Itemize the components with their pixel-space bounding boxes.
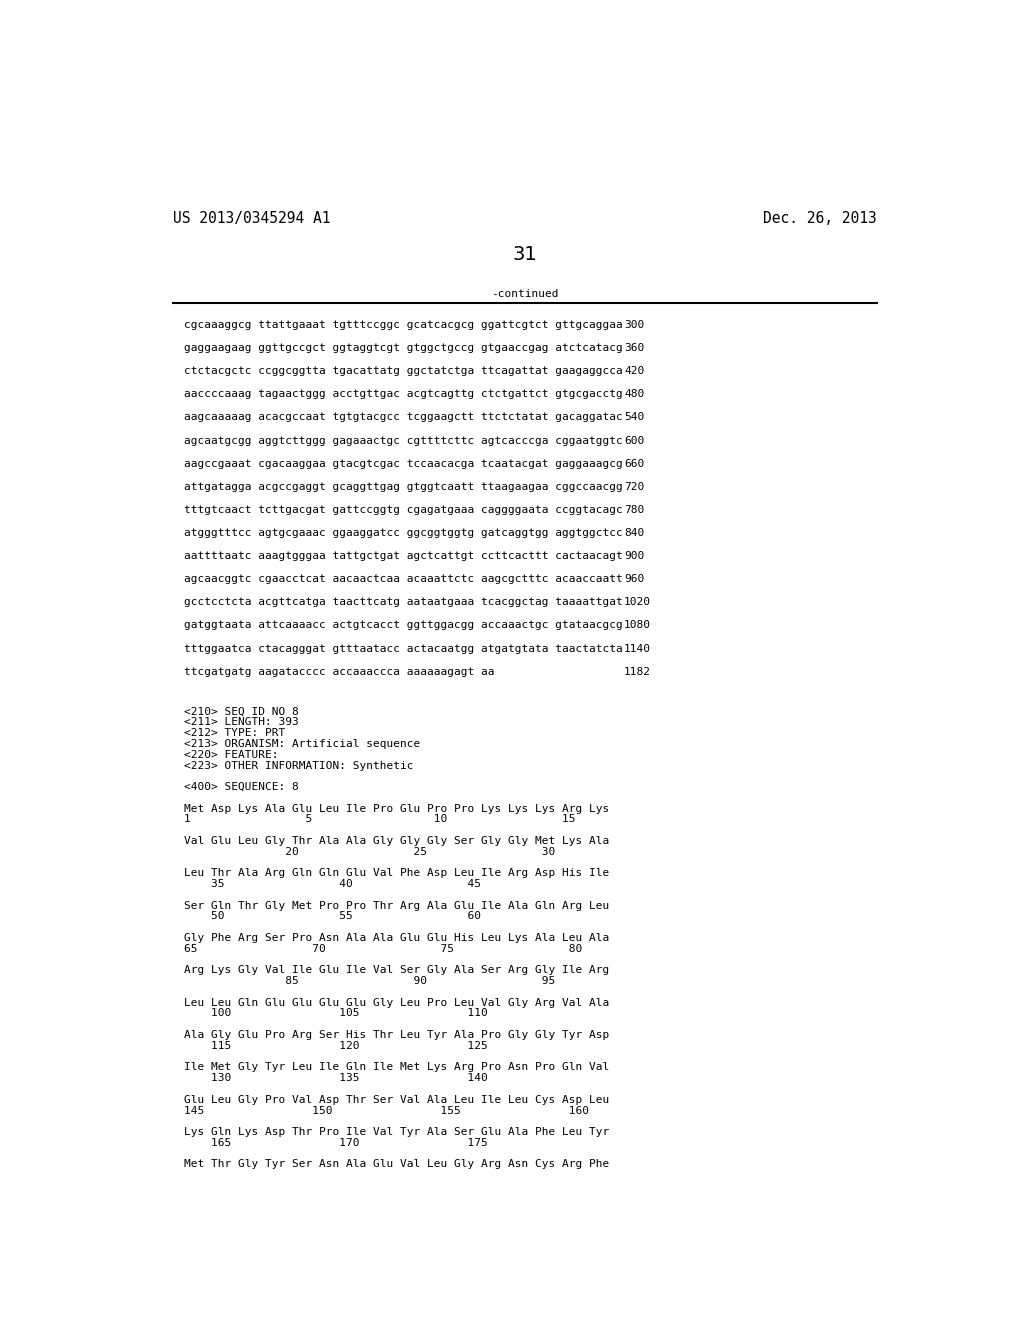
- Text: US 2013/0345294 A1: US 2013/0345294 A1: [173, 211, 331, 226]
- Text: aagccgaaat cgacaaggaa gtacgtcgac tccaacacga tcaatacgat gaggaaagcg: aagccgaaat cgacaaggaa gtacgtcgac tccaaca…: [183, 459, 623, 469]
- Text: 50                 55                 60: 50 55 60: [183, 911, 481, 921]
- Text: attgatagga acgccgaggt gcaggttgag gtggtcaatt ttaagaagaa cggccaacgg: attgatagga acgccgaggt gcaggttgag gtggtca…: [183, 482, 623, 492]
- Text: 145                150                155                160: 145 150 155 160: [183, 1106, 589, 1115]
- Text: 35                 40                 45: 35 40 45: [183, 879, 481, 890]
- Text: 31: 31: [512, 244, 538, 264]
- Text: Met Asp Lys Ala Glu Leu Ile Pro Glu Pro Pro Lys Lys Lys Arg Lys: Met Asp Lys Ala Glu Leu Ile Pro Glu Pro …: [183, 804, 609, 813]
- Text: <220> FEATURE:: <220> FEATURE:: [183, 750, 279, 760]
- Text: aagcaaaaag acacgccaat tgtgtacgcc tcggaagctt ttctctatat gacaggatac: aagcaaaaag acacgccaat tgtgtacgcc tcggaag…: [183, 412, 623, 422]
- Text: agcaacggtc cgaacctcat aacaactcaa acaaattctc aagcgctttc acaaccaatt: agcaacggtc cgaacctcat aacaactcaa acaaatt…: [183, 574, 623, 585]
- Text: 600: 600: [624, 436, 644, 446]
- Text: 85                 90                 95: 85 90 95: [183, 977, 555, 986]
- Text: 1020: 1020: [624, 598, 651, 607]
- Text: 480: 480: [624, 389, 644, 400]
- Text: Gly Phe Arg Ser Pro Asn Ala Ala Glu Glu His Leu Lys Ala Leu Ala: Gly Phe Arg Ser Pro Asn Ala Ala Glu Glu …: [183, 933, 609, 942]
- Text: <211> LENGTH: 393: <211> LENGTH: 393: [183, 718, 299, 727]
- Text: Met Thr Gly Tyr Ser Asn Ala Glu Val Leu Gly Arg Asn Cys Arg Phe: Met Thr Gly Tyr Ser Asn Ala Glu Val Leu …: [183, 1159, 609, 1170]
- Text: <213> ORGANISM: Artificial sequence: <213> ORGANISM: Artificial sequence: [183, 739, 420, 748]
- Text: <210> SEQ ID NO 8: <210> SEQ ID NO 8: [183, 706, 299, 717]
- Text: aattttaatc aaagtgggaa tattgctgat agctcattgt ccttcacttt cactaacagt: aattttaatc aaagtgggaa tattgctgat agctcat…: [183, 552, 623, 561]
- Text: 840: 840: [624, 528, 644, 539]
- Text: 660: 660: [624, 459, 644, 469]
- Text: 1080: 1080: [624, 620, 651, 631]
- Text: 540: 540: [624, 412, 644, 422]
- Text: <212> TYPE: PRT: <212> TYPE: PRT: [183, 729, 285, 738]
- Text: cgcaaaggcg ttattgaaat tgtttccggc gcatcacgcg ggattcgtct gttgcaggaa: cgcaaaggcg ttattgaaat tgtttccggc gcatcac…: [183, 321, 623, 330]
- Text: Glu Leu Gly Pro Val Asp Thr Ser Val Ala Leu Ile Leu Cys Asp Leu: Glu Leu Gly Pro Val Asp Thr Ser Val Ala …: [183, 1094, 609, 1105]
- Text: Ala Gly Glu Pro Arg Ser His Thr Leu Tyr Ala Pro Gly Gly Tyr Asp: Ala Gly Glu Pro Arg Ser His Thr Leu Tyr …: [183, 1030, 609, 1040]
- Text: aaccccaaag tagaactggg acctgttgac acgtcagttg ctctgattct gtgcgacctg: aaccccaaag tagaactggg acctgttgac acgtcag…: [183, 389, 623, 400]
- Text: <223> OTHER INFORMATION: Synthetic: <223> OTHER INFORMATION: Synthetic: [183, 760, 414, 771]
- Text: Val Glu Leu Gly Thr Ala Ala Gly Gly Gly Ser Gly Gly Met Lys Ala: Val Glu Leu Gly Thr Ala Ala Gly Gly Gly …: [183, 836, 609, 846]
- Text: 1140: 1140: [624, 644, 651, 653]
- Text: 100                105                110: 100 105 110: [183, 1008, 487, 1019]
- Text: -continued: -continued: [492, 289, 558, 300]
- Text: 960: 960: [624, 574, 644, 585]
- Text: 165                170                175: 165 170 175: [183, 1138, 487, 1148]
- Text: ttcgatgatg aagatacccc accaaaccca aaaaaagagt aa: ttcgatgatg aagatacccc accaaaccca aaaaaag…: [183, 667, 495, 677]
- Text: tttgtcaact tcttgacgat gattccggtg cgagatgaaa caggggaata ccggtacagc: tttgtcaact tcttgacgat gattccggtg cgagatg…: [183, 506, 623, 515]
- Text: 900: 900: [624, 552, 644, 561]
- Text: gcctcctcta acgttcatga taacttcatg aataatgaaa tcacggctag taaaattgat: gcctcctcta acgttcatga taacttcatg aataatg…: [183, 598, 623, 607]
- Text: 115                120                125: 115 120 125: [183, 1040, 487, 1051]
- Text: Leu Thr Ala Arg Gln Gln Glu Val Phe Asp Leu Ile Arg Asp His Ile: Leu Thr Ala Arg Gln Gln Glu Val Phe Asp …: [183, 869, 609, 878]
- Text: 65                 70                 75                 80: 65 70 75 80: [183, 944, 582, 954]
- Text: 1182: 1182: [624, 667, 651, 677]
- Text: tttggaatca ctacagggat gtttaatacc actacaatgg atgatgtata taactatcta: tttggaatca ctacagggat gtttaatacc actacaa…: [183, 644, 623, 653]
- Text: Ser Gln Thr Gly Met Pro Pro Thr Arg Ala Glu Ile Ala Gln Arg Leu: Ser Gln Thr Gly Met Pro Pro Thr Arg Ala …: [183, 900, 609, 911]
- Text: 1                 5                  10                 15: 1 5 10 15: [183, 814, 575, 825]
- Text: Arg Lys Gly Val Ile Glu Ile Val Ser Gly Ala Ser Arg Gly Ile Arg: Arg Lys Gly Val Ile Glu Ile Val Ser Gly …: [183, 965, 609, 975]
- Text: atgggtttcc agtgcgaaac ggaaggatcc ggcggtggtg gatcaggtgg aggtggctcc: atgggtttcc agtgcgaaac ggaaggatcc ggcggtg…: [183, 528, 623, 539]
- Text: Ile Met Gly Tyr Leu Ile Gln Ile Met Lys Arg Pro Asn Pro Gln Val: Ile Met Gly Tyr Leu Ile Gln Ile Met Lys …: [183, 1063, 609, 1072]
- Text: 20                 25                 30: 20 25 30: [183, 847, 555, 857]
- Text: 420: 420: [624, 367, 644, 376]
- Text: gaggaagaag ggttgccgct ggtaggtcgt gtggctgccg gtgaaccgag atctcatacg: gaggaagaag ggttgccgct ggtaggtcgt gtggctg…: [183, 343, 623, 354]
- Text: 130                135                140: 130 135 140: [183, 1073, 487, 1084]
- Text: Leu Leu Gln Glu Glu Glu Glu Gly Leu Pro Leu Val Gly Arg Val Ala: Leu Leu Gln Glu Glu Glu Glu Gly Leu Pro …: [183, 998, 609, 1007]
- Text: gatggtaata attcaaaacc actgtcacct ggttggacgg accaaactgc gtataacgcg: gatggtaata attcaaaacc actgtcacct ggttgga…: [183, 620, 623, 631]
- Text: 720: 720: [624, 482, 644, 492]
- Text: agcaatgcgg aggtcttggg gagaaactgc cgttttcttc agtcacccga cggaatggtc: agcaatgcgg aggtcttggg gagaaactgc cgttttc…: [183, 436, 623, 446]
- Text: 780: 780: [624, 506, 644, 515]
- Text: <400> SEQUENCE: 8: <400> SEQUENCE: 8: [183, 781, 299, 792]
- Text: ctctacgctc ccggcggtta tgacattatg ggctatctga ttcagattat gaagaggcca: ctctacgctc ccggcggtta tgacattatg ggctatc…: [183, 367, 623, 376]
- Text: Dec. 26, 2013: Dec. 26, 2013: [763, 211, 877, 226]
- Text: 360: 360: [624, 343, 644, 354]
- Text: 300: 300: [624, 321, 644, 330]
- Text: Lys Gln Lys Asp Thr Pro Ile Val Tyr Ala Ser Glu Ala Phe Leu Tyr: Lys Gln Lys Asp Thr Pro Ile Val Tyr Ala …: [183, 1127, 609, 1137]
